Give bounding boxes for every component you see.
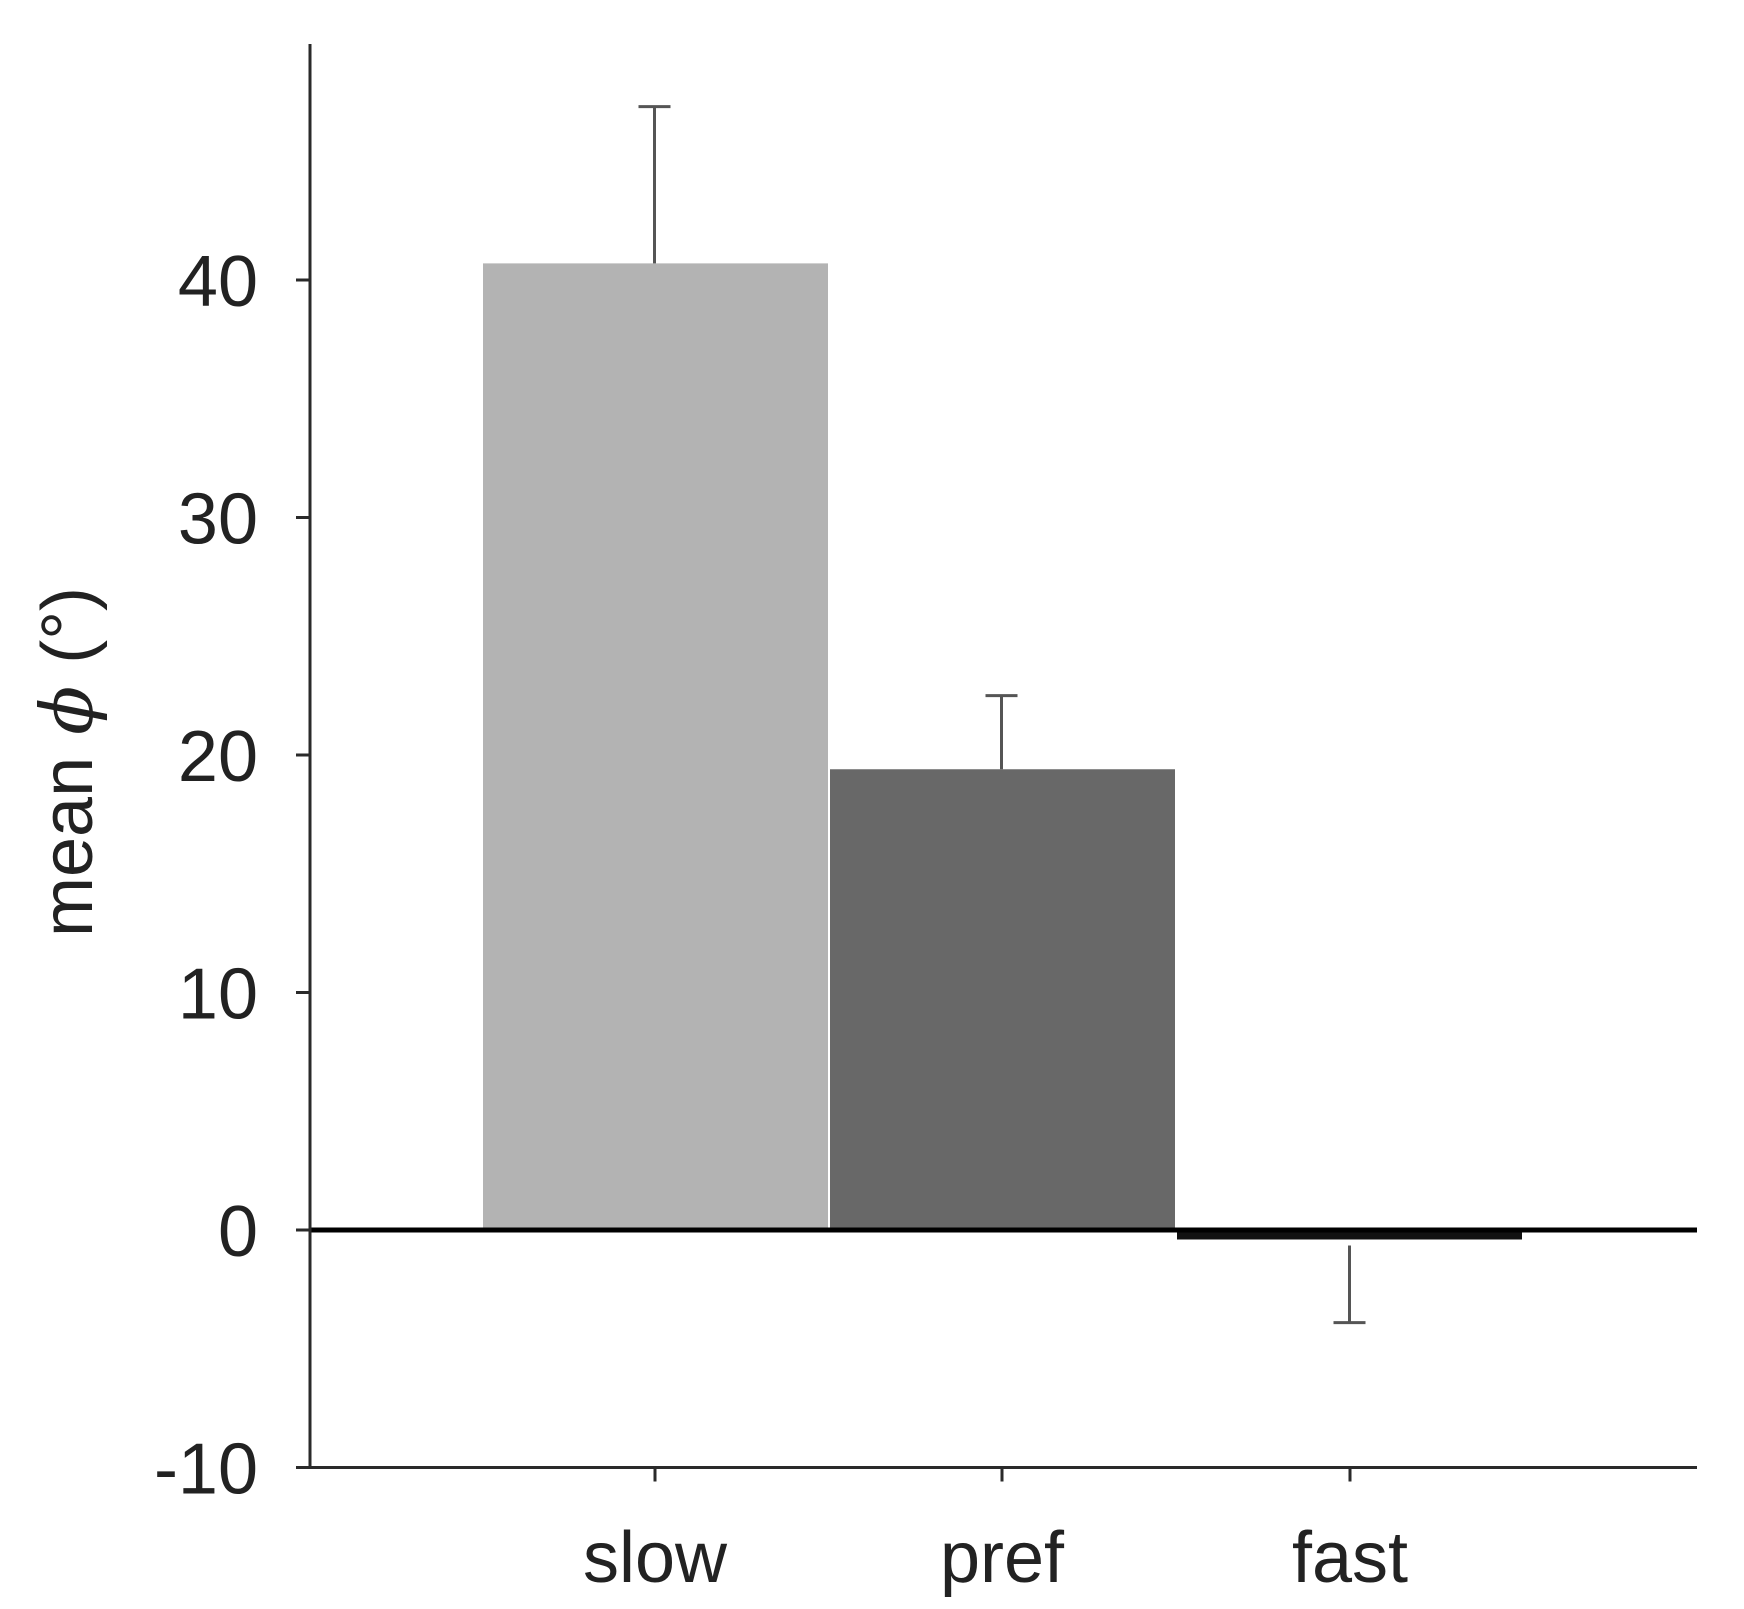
error-bar-slow (638, 105, 671, 264)
x-tick-label-fast: fast (1292, 1518, 1408, 1598)
x-tick-label-slow: slow (583, 1518, 728, 1598)
error-bar-fast (1333, 1245, 1366, 1325)
bar-slow (483, 263, 828, 1230)
y-tick-label: -10 (154, 1430, 258, 1510)
axes-group (296, 44, 1697, 1482)
y-tick-label: 20 (178, 717, 258, 797)
y-axis-title: mean ϕ (°) (25, 587, 109, 937)
tick-labels-group: -10 0 10 20 30 40 slow pref fast (154, 242, 1408, 1598)
y-tick-label: 40 (178, 242, 258, 322)
y-tick-label: 30 (178, 480, 258, 560)
y-axis-title-text: mean (28, 757, 108, 937)
bar-fast (1177, 1230, 1522, 1240)
y-axis-title-symbol: ϕ (25, 686, 109, 735)
y-tick-label: 0 (218, 1192, 258, 1272)
x-tick-label-pref: pref (940, 1518, 1065, 1598)
y-axis-title-unit: (°) (28, 587, 108, 664)
y-tick-label: 10 (178, 955, 258, 1035)
error-bars-group (638, 105, 1366, 1325)
error-bar-pref (985, 694, 1018, 770)
bar-pref (830, 769, 1175, 1230)
bars-group (483, 263, 1522, 1240)
